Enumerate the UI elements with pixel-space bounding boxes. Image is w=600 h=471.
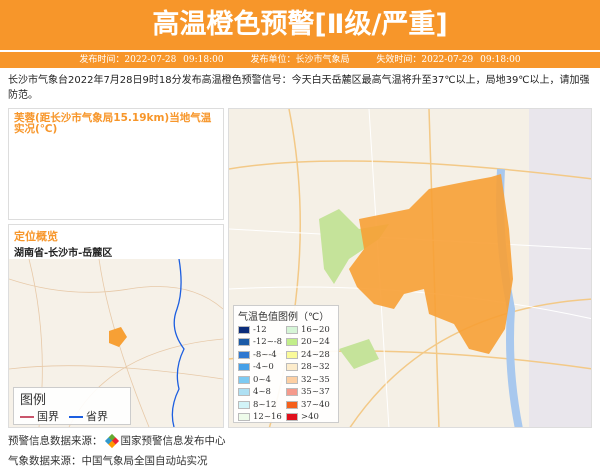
legend-swatch: [238, 338, 250, 347]
station-temperature-panel: 芙蓉(距长沙市气象局15.19km)当地气温实况(℃): [8, 108, 224, 220]
legend-label: 37~40: [301, 399, 330, 410]
temperature-color-legend: 气温色值图例（℃） -12 16~20 -12~-8 20~24 -8~-4 24~28 -…: [233, 305, 339, 423]
legend-swatch: [238, 350, 250, 359]
legend-swatch: [286, 375, 298, 384]
legend-item: 28~32: [286, 362, 334, 374]
legend-item: 35~37: [286, 387, 334, 399]
border-legend-title: 图例: [20, 393, 47, 408]
station-panel-title: 芙蓉(距长沙市气象局15.19km)当地气温实况(℃): [14, 112, 212, 135]
legend-label: >40: [301, 412, 319, 423]
legend-item: 4~8: [238, 387, 286, 399]
legend-label: 24~28: [301, 349, 330, 360]
legend-item: -8~-4: [238, 349, 286, 361]
legend-swatch: [238, 375, 250, 384]
legend-label: -12: [253, 324, 267, 335]
legend-province-border: 省界: [69, 408, 108, 424]
legend-swatch: [286, 400, 298, 409]
legend-swatch: [286, 363, 298, 372]
legend-item: 24~28: [286, 349, 334, 361]
legend-label: 16~20: [301, 324, 330, 335]
province-border: [171, 259, 185, 427]
legend-swatch: [286, 413, 298, 422]
legend-swatch: [286, 325, 298, 334]
legend-label: 12~16: [253, 412, 282, 423]
legend-item: 0~4: [238, 374, 286, 386]
legend-item: -4~0: [238, 362, 286, 374]
legend-item: 20~24: [286, 337, 334, 349]
legend-swatch: [238, 413, 250, 422]
legend-swatch: [238, 325, 250, 334]
issue-time: 发布时间：2022-07-28 09:18:00: [79, 55, 224, 65]
warning-area: [349, 174, 513, 354]
weather-source: 气象数据来源：中国气象局全国自动站实况: [8, 455, 208, 467]
issuer: 发布单位：长沙市气象局: [250, 55, 350, 65]
legend-label: 28~32: [301, 362, 330, 373]
legend-label: 20~24: [301, 337, 330, 348]
legend-item: >40: [286, 412, 334, 424]
meta-bar: 发布时间：2022-07-28 09:18:00 发布单位：长沙市气象局 失效时…: [0, 52, 600, 68]
legend-label: 0~4: [253, 374, 271, 385]
legend-swatch: [286, 350, 298, 359]
legend-item: 12~16: [238, 412, 286, 424]
warning-area-mini: [109, 327, 127, 347]
legend-swatch: [286, 388, 298, 397]
legend-swatch: [238, 388, 250, 397]
location-text: 湖南省-长沙市-岳麓区: [14, 248, 113, 259]
legend-label: 32~35: [301, 374, 330, 385]
expire-time: 失效时间：2022-07-29 09:18:00: [376, 55, 521, 65]
warning-center-logo-icon: [104, 433, 119, 449]
legend-item: -12: [238, 324, 286, 336]
warning-description: 长沙市气象台2022年7月28日9时18分发布高温橙色预警信号：今天白天岳麓区最…: [8, 75, 590, 101]
location-overview-panel: 定位概览 湖南省-长沙市-岳麓区 图例 国界 省界: [8, 224, 224, 428]
legend-label: -8~-4: [253, 349, 277, 360]
legend-label: -12~-8: [253, 337, 283, 348]
legend-item: 8~12: [238, 399, 286, 411]
warning-source-org[interactable]: 国家预警信息发布中心: [120, 435, 226, 447]
legend-item: 32~35: [286, 374, 334, 386]
overview-map[interactable]: 图例 国界 省界: [9, 259, 223, 427]
border-legend: 图例 国界 省界: [13, 387, 131, 425]
warning-source: 预警信息数据来源： 国家预警信息发布中心: [8, 433, 226, 449]
legend-title: 气温色值图例（℃）: [238, 312, 330, 323]
legend-swatch: [286, 338, 298, 347]
legend-national-border: 国界: [20, 408, 59, 424]
legend-item: -12~-8: [238, 337, 286, 349]
legend-label: 35~37: [301, 387, 330, 398]
location-panel-title: 定位概览: [14, 230, 58, 243]
legend-item: 16~20: [286, 324, 334, 336]
page-title: 高温橙色预警[Ⅱ级/严重]: [0, 0, 600, 50]
legend-swatch: [238, 400, 250, 409]
warning-map[interactable]: 气温色值图例（℃） -12 16~20 -12~-8 20~24 -8~-4 24~28 -…: [228, 108, 592, 428]
legend-label: 4~8: [253, 387, 271, 398]
legend-label: 8~12: [253, 399, 277, 410]
legend-swatch: [238, 363, 250, 372]
legend-label: -4~0: [253, 362, 274, 373]
legend-item: 37~40: [286, 399, 334, 411]
